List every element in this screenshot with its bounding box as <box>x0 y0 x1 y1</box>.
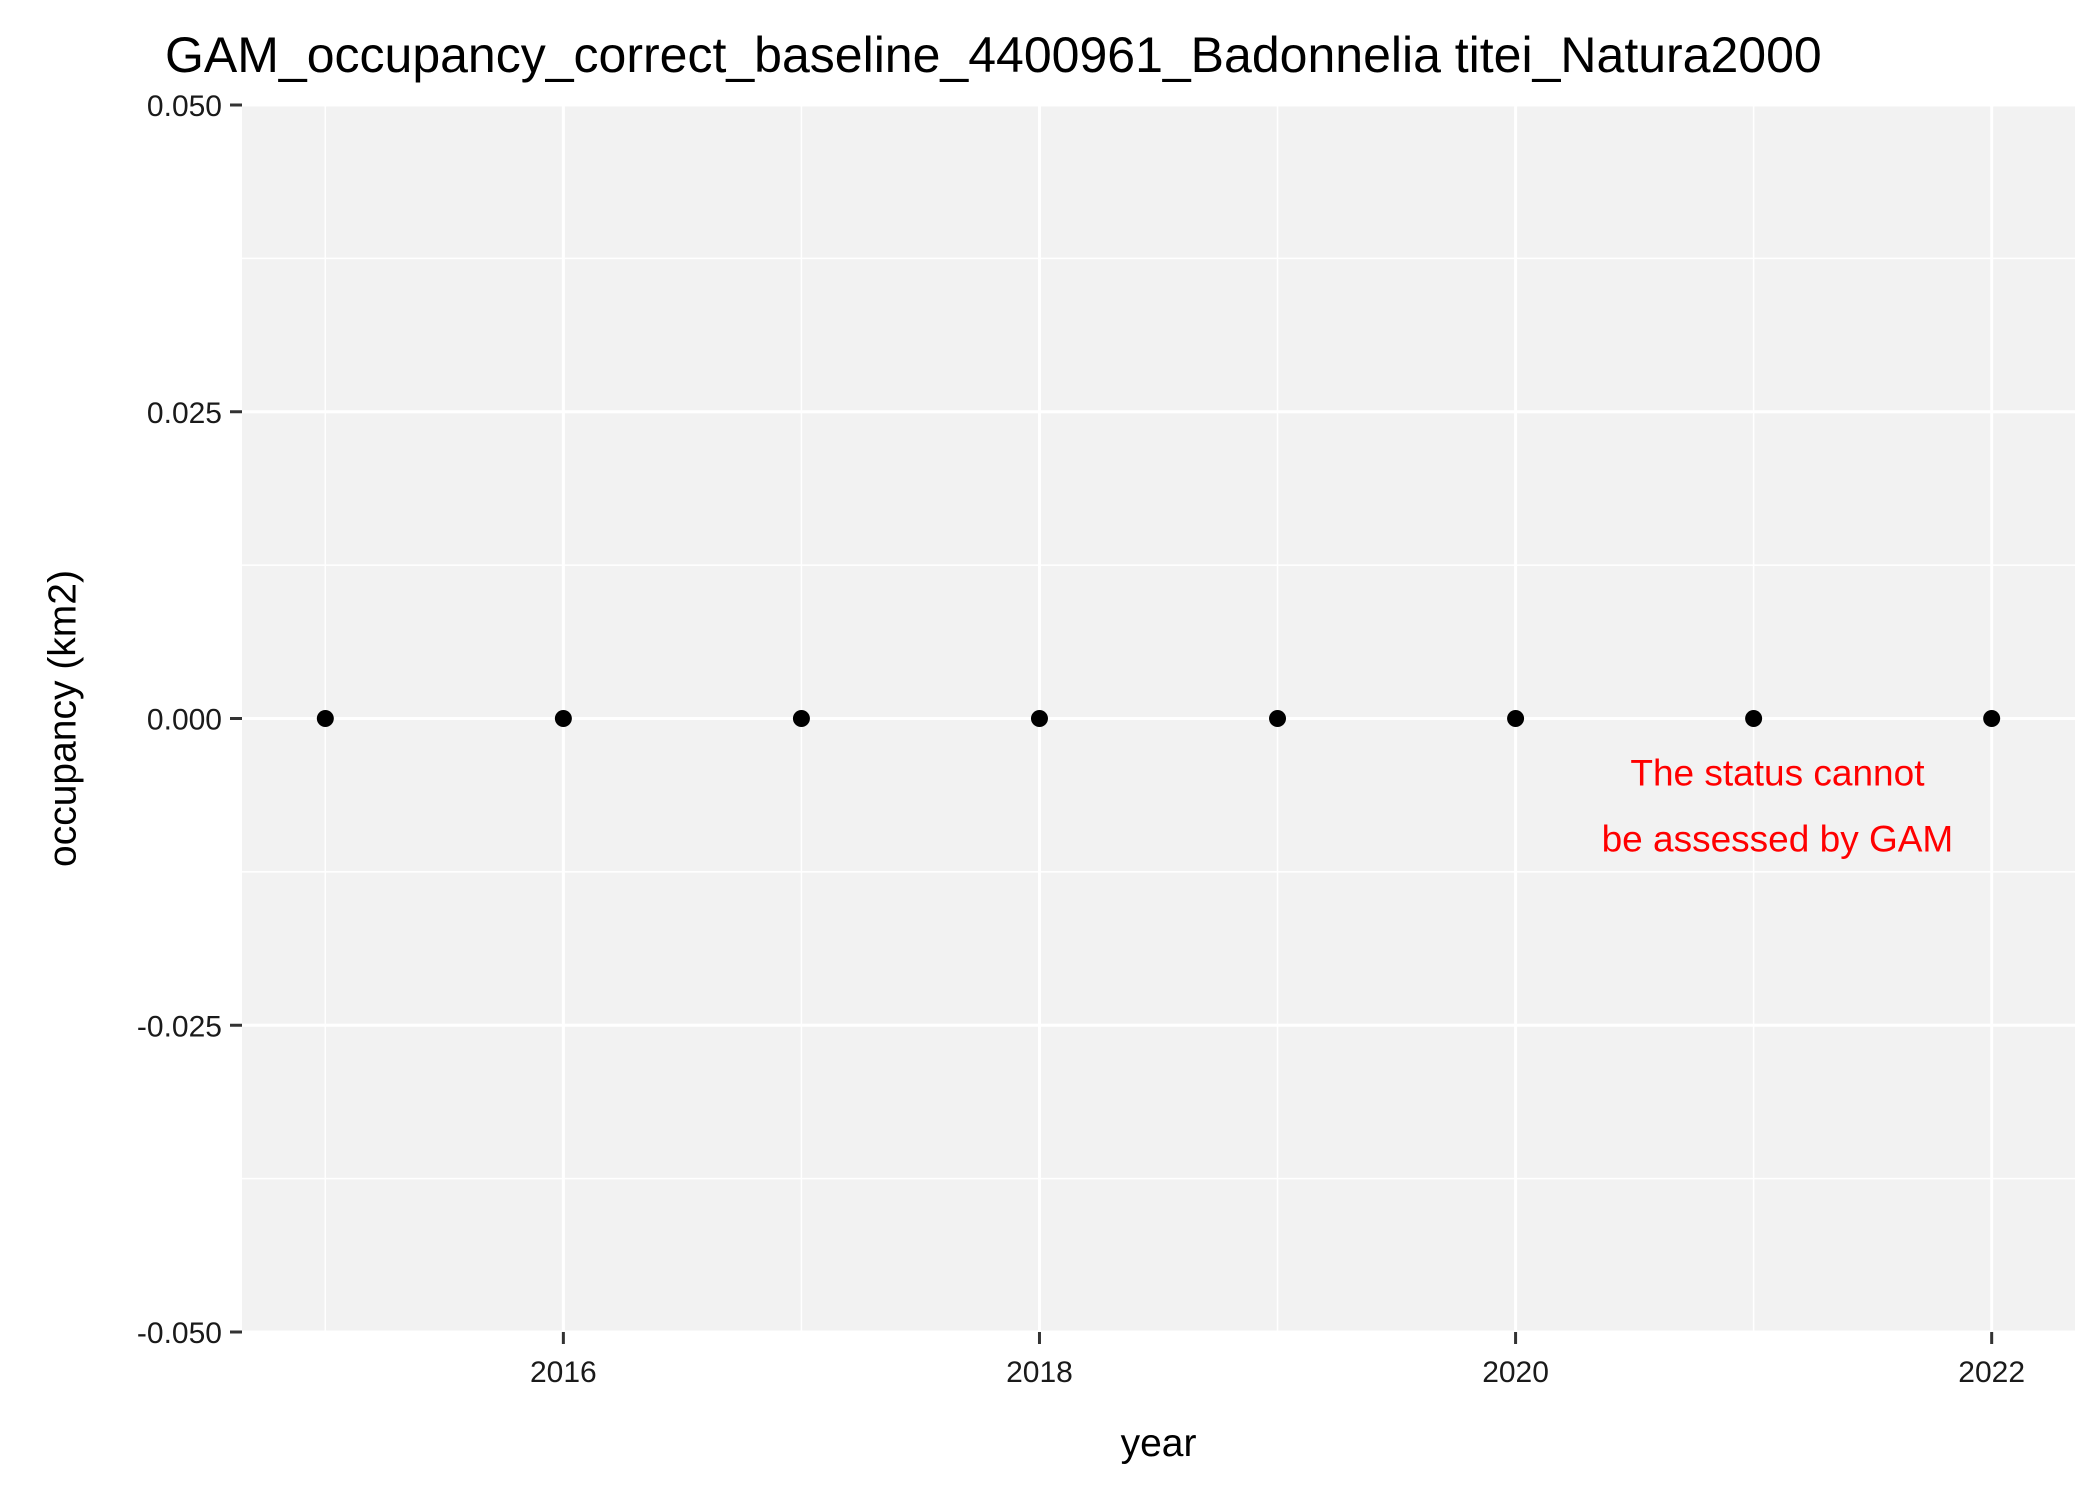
data-points <box>316 710 2001 727</box>
data-point <box>1745 710 1763 727</box>
data-point <box>1269 710 1287 727</box>
y-axis-title: occupancy (km2) <box>42 570 85 867</box>
x-axis-title: year <box>1121 1422 1197 1465</box>
y-tick-label: 0.050 <box>147 90 222 123</box>
x-tick-label: 2022 <box>1958 1356 2025 1389</box>
annotation-line: The status cannot <box>1630 752 1925 793</box>
data-point <box>1030 710 1048 727</box>
data-point <box>554 710 572 727</box>
annotation-line: be assessed by GAM <box>1602 818 1954 859</box>
status-annotation: The status cannot be assessed by GAM <box>1602 752 1954 859</box>
y-tick-label: 0.025 <box>147 397 222 430</box>
data-point <box>792 710 810 727</box>
data-point <box>316 710 334 727</box>
y-tick-label: -0.025 <box>137 1010 222 1043</box>
chart-title: GAM_occupancy_correct_baseline_4400961_B… <box>165 27 1822 83</box>
y-tick-label: -0.050 <box>137 1317 222 1350</box>
x-tick-label: 2018 <box>1006 1356 1073 1389</box>
x-tick-label: 2020 <box>1482 1356 1549 1389</box>
x-tick-label: 2016 <box>530 1356 597 1389</box>
x-axis: 2016 2018 2020 2022 <box>530 1332 2025 1389</box>
y-tick-label: 0.000 <box>147 704 222 737</box>
data-point <box>1983 710 2001 727</box>
y-axis: 0.050 0.025 0.000 -0.025 -0.050 <box>137 90 242 1350</box>
data-point <box>1507 710 1525 727</box>
